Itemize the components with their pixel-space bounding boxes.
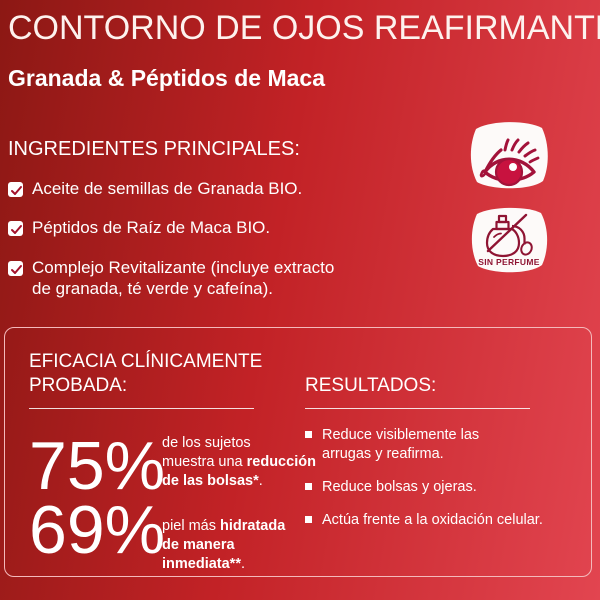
svg-text:SIN PERFUME: SIN PERFUME <box>478 257 539 267</box>
